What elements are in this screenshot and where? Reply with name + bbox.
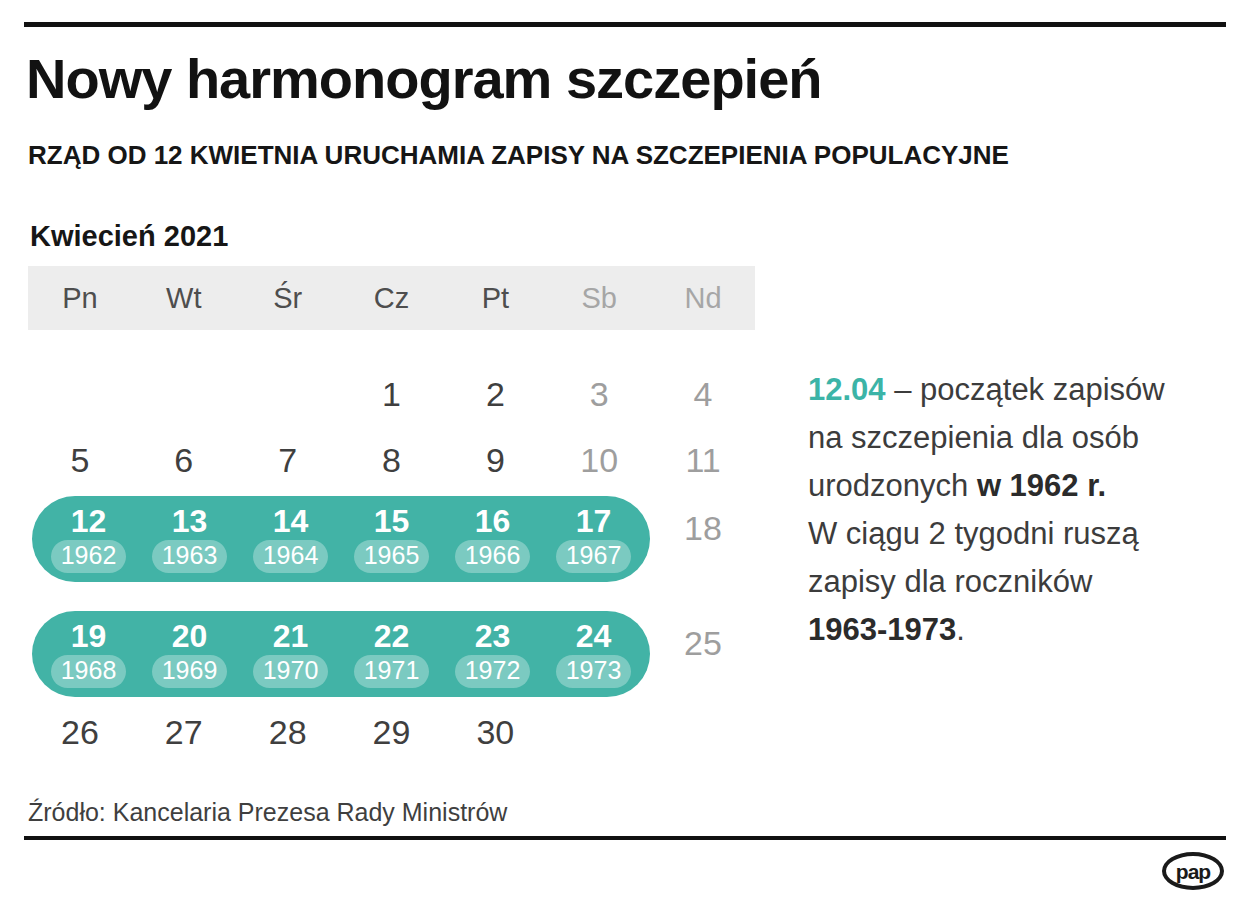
day-cell: 9 xyxy=(443,441,547,480)
day-cell: 5 xyxy=(28,441,132,480)
day-cell: 6 xyxy=(132,441,236,480)
annotation-line3: urodzonych xyxy=(808,468,977,503)
day-cell: 30 xyxy=(443,713,547,752)
day-cell-weekend: 10 xyxy=(547,441,651,480)
highlighted-day: 20 1969 xyxy=(139,618,240,697)
annotation-year-bold: w 1962 r. xyxy=(977,468,1106,503)
highlighted-day: 14 1964 xyxy=(240,503,341,582)
day-cell-weekend: 11 xyxy=(651,441,755,480)
highlighted-day: 17 1967 xyxy=(543,503,644,582)
pap-logo: pap xyxy=(1162,852,1224,890)
top-divider xyxy=(24,22,1226,27)
annotation-text: 12.04 – początek zapisów na szczepienia … xyxy=(808,366,1248,654)
page-subtitle: RZĄD OD 12 KWIETNIA URUCHAMIA ZAPISY NA … xyxy=(28,140,1218,171)
highlighted-day: 16 1966 xyxy=(442,503,543,582)
annotation-line6-end: . xyxy=(956,612,965,647)
day-cell: 28 xyxy=(236,713,340,752)
day-header-wt: Wt xyxy=(132,282,236,315)
infographic-canvas: Nowy harmonogram szczepień RZĄD OD 12 KW… xyxy=(0,0,1250,900)
birth-year-badge: 1972 xyxy=(455,655,531,688)
day-cell: 2 xyxy=(443,375,547,414)
birth-year-badge: 1970 xyxy=(253,655,329,688)
day-header-pt: Pt xyxy=(443,282,547,315)
highlighted-day: 24 1973 xyxy=(543,618,644,697)
highlighted-day: 15 1965 xyxy=(341,503,442,582)
day-number: 23 xyxy=(442,618,543,654)
day-number: 22 xyxy=(341,618,442,654)
highlight-week-3-pill: 12 1962 13 1963 14 1964 15 1965 16 196 xyxy=(32,496,650,582)
day-number: 16 xyxy=(442,503,543,539)
birth-year-badge: 1969 xyxy=(152,655,228,688)
day-cell: 7 xyxy=(236,441,340,480)
birth-year-badge: 1966 xyxy=(455,540,531,573)
birth-year-badge: 1963 xyxy=(152,540,228,573)
day-header-pn: Pn xyxy=(28,282,132,315)
day-cell-weekend: 18 xyxy=(651,504,755,552)
page-title: Nowy harmonogram szczepień xyxy=(26,46,1126,111)
day-header-nd: Nd xyxy=(651,282,755,315)
birth-year-badge: 1965 xyxy=(354,540,430,573)
day-number: 20 xyxy=(139,618,240,654)
highlighted-day: 22 1971 xyxy=(341,618,442,697)
day-number: 21 xyxy=(240,618,341,654)
day-number: 15 xyxy=(341,503,442,539)
day-number: 14 xyxy=(240,503,341,539)
day-number: 24 xyxy=(543,618,644,654)
day-cell: 1 xyxy=(340,375,444,414)
highlight-week-4-pill: 19 1968 20 1969 21 1970 22 1971 23 197 xyxy=(32,611,650,697)
day-cell: 26 xyxy=(28,713,132,752)
annotation-date-highlight: 12.04 xyxy=(808,372,886,407)
highlighted-day: 21 1970 xyxy=(240,618,341,697)
day-header-cz: Cz xyxy=(340,282,444,315)
highlighted-day: 12 1962 xyxy=(38,503,139,582)
day-number: 17 xyxy=(543,503,644,539)
birth-year-badge: 1968 xyxy=(51,655,127,688)
day-cell: 29 xyxy=(340,713,444,752)
source-line: Źródło: Kancelaria Prezesa Rady Ministró… xyxy=(28,798,507,827)
annotation-line5: zapisy dla roczników xyxy=(808,564,1092,599)
highlighted-day: 13 1963 xyxy=(139,503,240,582)
day-cell-weekend: 25 xyxy=(651,619,755,667)
highlighted-day: 23 1972 xyxy=(442,618,543,697)
calendar-month-label: Kwiecień 2021 xyxy=(30,220,228,253)
day-cell: 27 xyxy=(132,713,236,752)
birth-year-badge: 1962 xyxy=(51,540,127,573)
birth-year-badge: 1967 xyxy=(556,540,632,573)
day-header-sr: Śr xyxy=(236,282,340,315)
day-header-sb: Sb xyxy=(547,282,651,315)
calendar-week-2: 5 6 7 8 9 10 11 xyxy=(28,436,755,484)
bottom-divider xyxy=(24,836,1226,840)
annotation-line2: na szczepienia dla osób xyxy=(808,420,1139,455)
day-cell-weekend: 3 xyxy=(547,375,651,414)
birth-year-badge: 1971 xyxy=(354,655,430,688)
highlighted-day: 19 1968 xyxy=(38,618,139,697)
day-number: 19 xyxy=(38,618,139,654)
calendar: Pn Wt Śr Cz Pt Sb Nd 1 2 3 4 5 xyxy=(28,266,755,786)
birth-year-badge: 1964 xyxy=(253,540,329,573)
pap-logo-text: pap xyxy=(1176,861,1210,882)
annotation-line4: W ciągu 2 tygodni ruszą xyxy=(808,516,1139,551)
calendar-week-1: 1 2 3 4 xyxy=(28,370,755,418)
day-cell-weekend: 4 xyxy=(651,375,755,414)
day-number: 12 xyxy=(38,503,139,539)
calendar-week-5: 26 27 28 29 30 xyxy=(28,708,755,756)
day-cell: 8 xyxy=(340,441,444,480)
day-number: 13 xyxy=(139,503,240,539)
annotation-range-bold: 1963-1973 xyxy=(808,612,956,647)
annotation-line1: – początek zapisów xyxy=(886,372,1165,407)
birth-year-badge: 1973 xyxy=(556,655,632,688)
calendar-day-header-band: Pn Wt Śr Cz Pt Sb Nd xyxy=(28,266,755,330)
